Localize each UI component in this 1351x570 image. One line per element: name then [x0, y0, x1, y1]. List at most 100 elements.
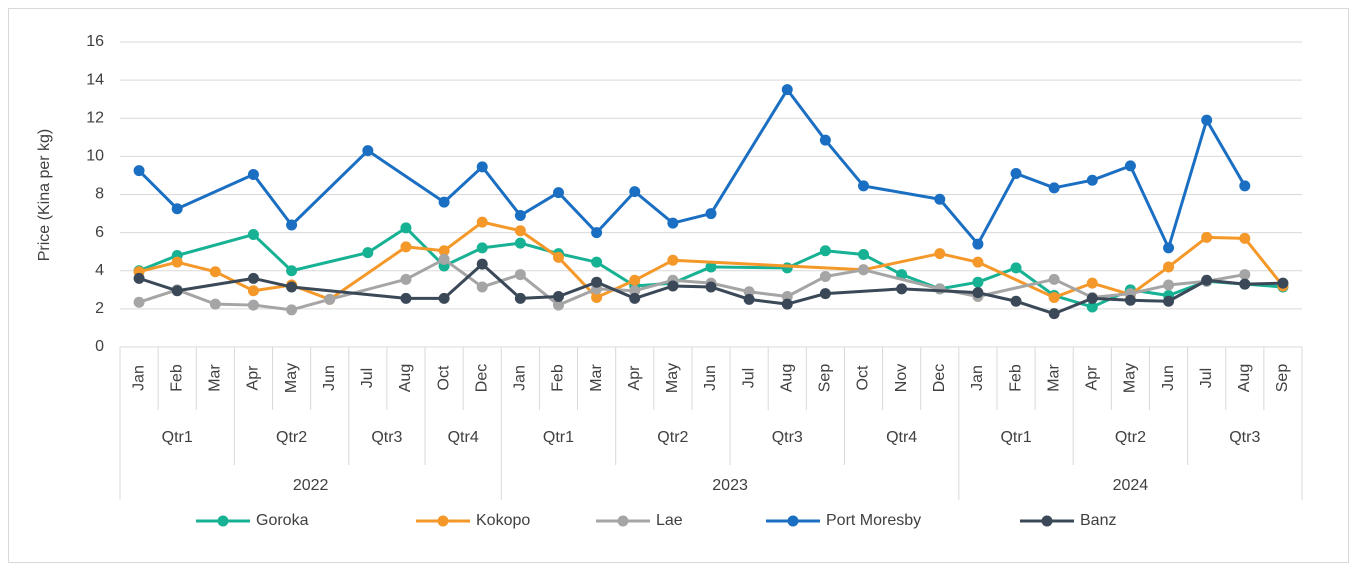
legend-label: Port Moresby [826, 512, 921, 529]
data-point [858, 264, 870, 276]
data-point [171, 203, 183, 215]
x-tick-label: Oct [435, 365, 452, 390]
data-point [1010, 295, 1022, 307]
legend-marker [1041, 515, 1053, 527]
quarter-label: Qtr1 [1000, 429, 1031, 446]
data-point [400, 222, 412, 234]
quarter-label: Qtr3 [1229, 429, 1260, 446]
data-point [591, 256, 603, 268]
quarter-label: Qtr3 [772, 429, 803, 446]
x-tick-label: Oct [855, 365, 872, 390]
legend-marker [617, 515, 629, 527]
x-tick-label: Aug [1236, 364, 1253, 392]
data-point [667, 217, 679, 229]
data-point [781, 84, 793, 96]
y-tick-label: 4 [95, 262, 104, 279]
quarter-label: Qtr1 [162, 429, 193, 446]
y-tick-label: 6 [95, 224, 104, 241]
data-point [247, 272, 259, 284]
legend-marker [437, 515, 449, 527]
x-tick-label: Mar [207, 364, 224, 392]
data-point [591, 276, 603, 288]
data-point [476, 281, 488, 293]
y-tick-label: 2 [95, 300, 104, 317]
x-tick-label: Dec [473, 364, 490, 392]
data-point [934, 283, 946, 295]
year-label: 2024 [1113, 477, 1149, 494]
x-tick-label: Mar [1045, 364, 1062, 392]
data-point [972, 287, 984, 299]
data-point [1010, 262, 1022, 274]
x-tick-label: Jul [1198, 368, 1215, 388]
data-point [743, 293, 755, 305]
data-point [972, 238, 984, 250]
data-point [552, 290, 564, 302]
data-point [1048, 273, 1060, 285]
x-tick-label: Dec [931, 364, 948, 392]
data-point [1277, 277, 1289, 289]
data-point [781, 262, 793, 274]
data-point [552, 187, 564, 199]
data-point [819, 288, 831, 300]
x-tick-label: Jun [321, 365, 338, 391]
x-tick-label: Sep [817, 364, 834, 393]
data-point [552, 251, 564, 263]
data-point [514, 269, 526, 281]
data-point [514, 237, 526, 249]
data-point [362, 145, 374, 157]
x-tick-label: Feb [550, 364, 567, 392]
data-point [286, 304, 298, 316]
data-point [972, 276, 984, 288]
data-point [133, 296, 145, 308]
data-point [1086, 174, 1098, 186]
data-point [972, 256, 984, 268]
data-point [705, 208, 717, 220]
data-point [819, 134, 831, 146]
legend-label: Banz [1080, 512, 1116, 529]
y-tick-label: 8 [95, 186, 104, 203]
data-point [1163, 261, 1175, 273]
data-point [934, 248, 946, 260]
data-point [1239, 278, 1251, 290]
x-tick-label: Apr [245, 365, 262, 391]
series-line [138, 262, 1283, 316]
data-point [171, 285, 183, 297]
quarter-label: Qtr3 [371, 429, 402, 446]
quarter-label: Qtr1 [543, 429, 574, 446]
x-tick-label: Apr [1084, 365, 1101, 391]
x-tick-label: Jul [740, 368, 757, 388]
data-point [133, 165, 145, 177]
y-tick-label: 0 [95, 338, 104, 355]
legend-label: Kokopo [476, 512, 530, 529]
data-point [438, 292, 450, 304]
quarter-label: Qtr4 [448, 429, 479, 446]
data-point [667, 254, 679, 266]
x-tick-label: Apr [626, 365, 643, 391]
data-point [247, 229, 259, 241]
data-point [896, 283, 908, 295]
x-tick-label: Jun [1160, 365, 1177, 391]
data-point [705, 281, 717, 293]
data-point [1086, 301, 1098, 313]
data-point [629, 274, 641, 286]
data-point [209, 298, 221, 310]
legend-label: Lae [656, 512, 683, 529]
x-tick-label: Aug [778, 364, 795, 392]
data-point [1048, 291, 1060, 303]
x-tick-label: May [1122, 363, 1139, 393]
data-point [476, 216, 488, 228]
data-point [476, 161, 488, 173]
data-point [514, 209, 526, 221]
year-label: 2022 [293, 477, 329, 494]
x-tick-label: May [664, 363, 681, 393]
data-point [286, 219, 298, 231]
data-point [781, 290, 793, 302]
data-point [858, 249, 870, 261]
data-point [1048, 308, 1060, 320]
data-point [209, 266, 221, 278]
data-point [438, 196, 450, 208]
data-point [629, 285, 641, 297]
data-point [438, 253, 450, 265]
x-tick-label: Nov [893, 364, 910, 392]
data-point [1086, 277, 1098, 289]
